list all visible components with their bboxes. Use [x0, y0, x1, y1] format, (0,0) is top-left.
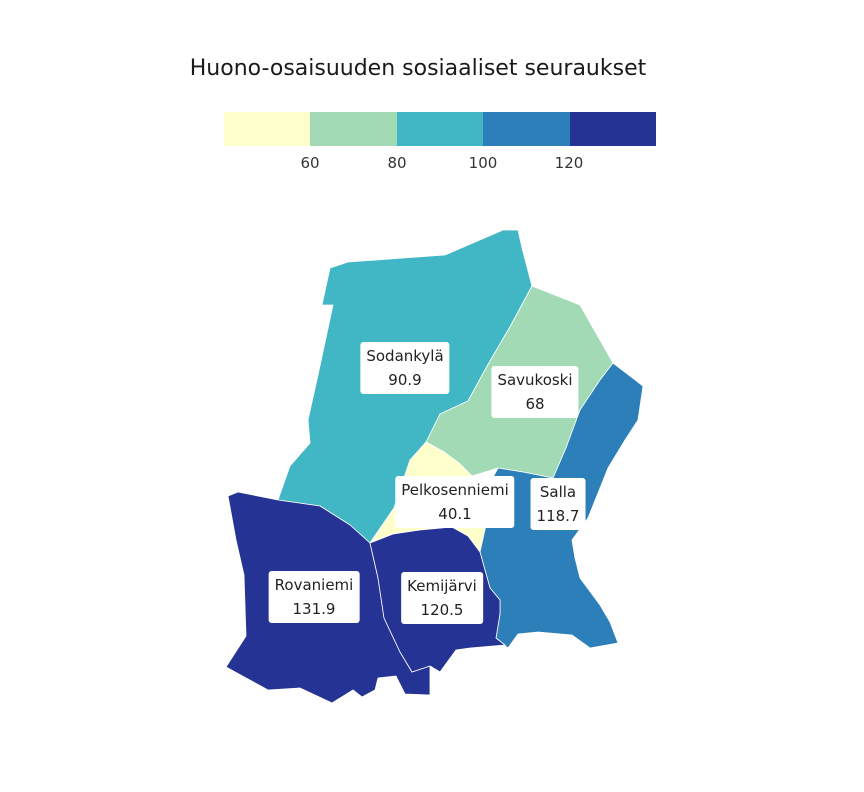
region-name: Salla [539, 483, 577, 501]
legend-swatch-1 [224, 112, 311, 146]
legend-ticks: 60 80 100 120 [0, 154, 864, 174]
legend-swatch-2 [310, 112, 397, 146]
region-label-rovaniemi: Rovaniemi 131.9 [268, 571, 360, 623]
legend-tick: 100 [468, 154, 498, 172]
region-name: Pelkosenniemi [401, 481, 509, 499]
region-value: 118.7 [536, 507, 580, 525]
region-value: 68 [525, 395, 545, 413]
legend-tick: 80 [387, 154, 407, 172]
region-name: Savukoski [497, 371, 573, 389]
region-value: 131.9 [292, 600, 336, 618]
region-name: Rovaniemi [274, 576, 354, 594]
region-value: 120.5 [420, 601, 464, 619]
color-legend [224, 112, 657, 146]
region-label-salla: Salla 118.7 [530, 478, 586, 530]
legend-tick: 60 [300, 154, 320, 172]
region-label-kemijarvi: Kemijärvi 120.5 [401, 572, 483, 624]
legend-tick: 120 [554, 154, 584, 172]
region-name: Sodankylä [366, 347, 444, 365]
legend-swatch-4 [483, 112, 570, 146]
region-name: Kemijärvi [407, 577, 477, 595]
map-title: Huono-osaisuuden sosiaaliset seuraukset [189, 56, 647, 81]
legend-swatch-3 [396, 112, 484, 146]
region-label-sodankyla: Sodankylä 90.9 [360, 342, 450, 394]
region-value: 90.9 [388, 371, 422, 389]
region-label-savukoski: Savukoski 68 [491, 366, 579, 418]
region-label-pelkosenniemi: Pelkosenniemi 40.1 [395, 476, 515, 528]
legend-swatch-5 [569, 112, 657, 146]
region-value: 40.1 [438, 505, 472, 523]
